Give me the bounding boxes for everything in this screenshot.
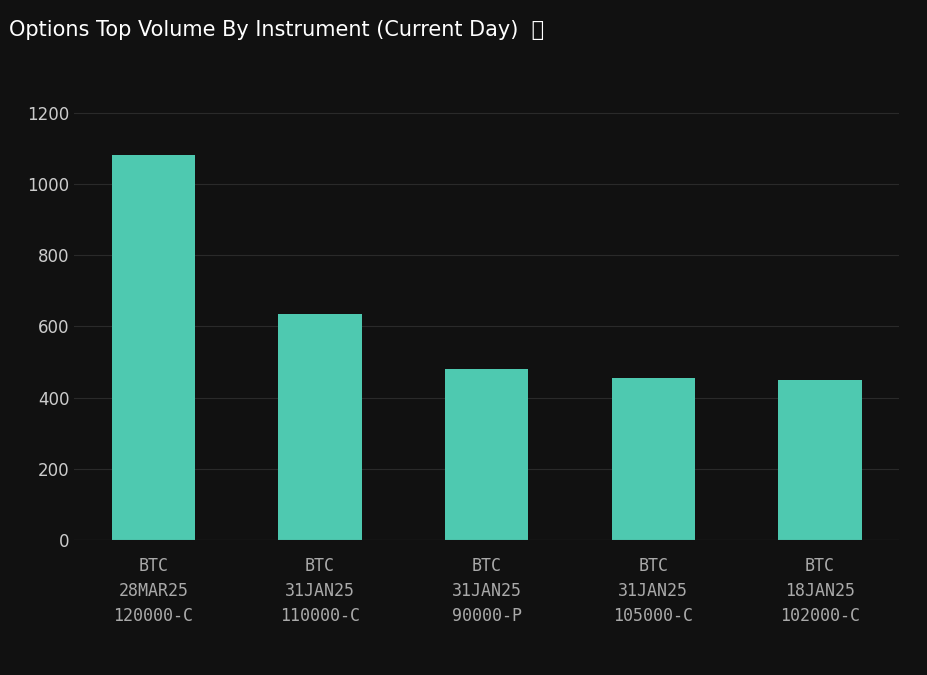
Bar <box>612 378 695 540</box>
Bar <box>111 155 195 540</box>
Bar <box>445 369 528 540</box>
Bar <box>278 314 362 540</box>
Text: Options Top Volume By Instrument (Current Day)  ⓘ: Options Top Volume By Instrument (Curren… <box>9 20 544 40</box>
Bar <box>779 381 862 540</box>
